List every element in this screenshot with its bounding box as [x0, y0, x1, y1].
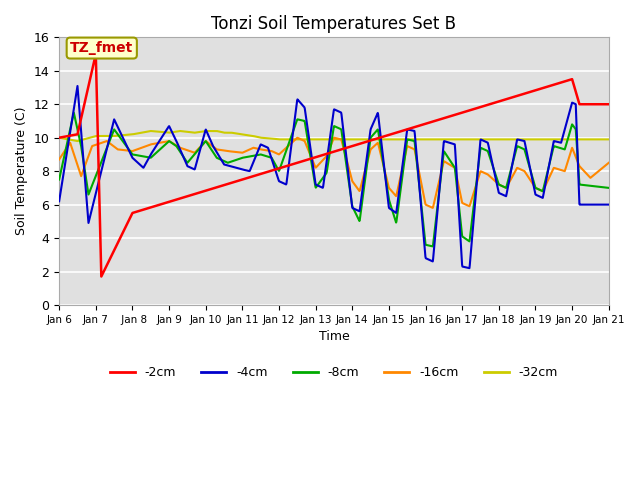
Y-axis label: Soil Temperature (C): Soil Temperature (C) [15, 107, 28, 235]
Text: TZ_fmet: TZ_fmet [70, 41, 133, 55]
Title: Tonzi Soil Temperatures Set B: Tonzi Soil Temperatures Set B [211, 15, 456, 33]
Legend: -2cm, -4cm, -8cm, -16cm, -32cm: -2cm, -4cm, -8cm, -16cm, -32cm [105, 361, 563, 384]
X-axis label: Time: Time [319, 330, 349, 343]
